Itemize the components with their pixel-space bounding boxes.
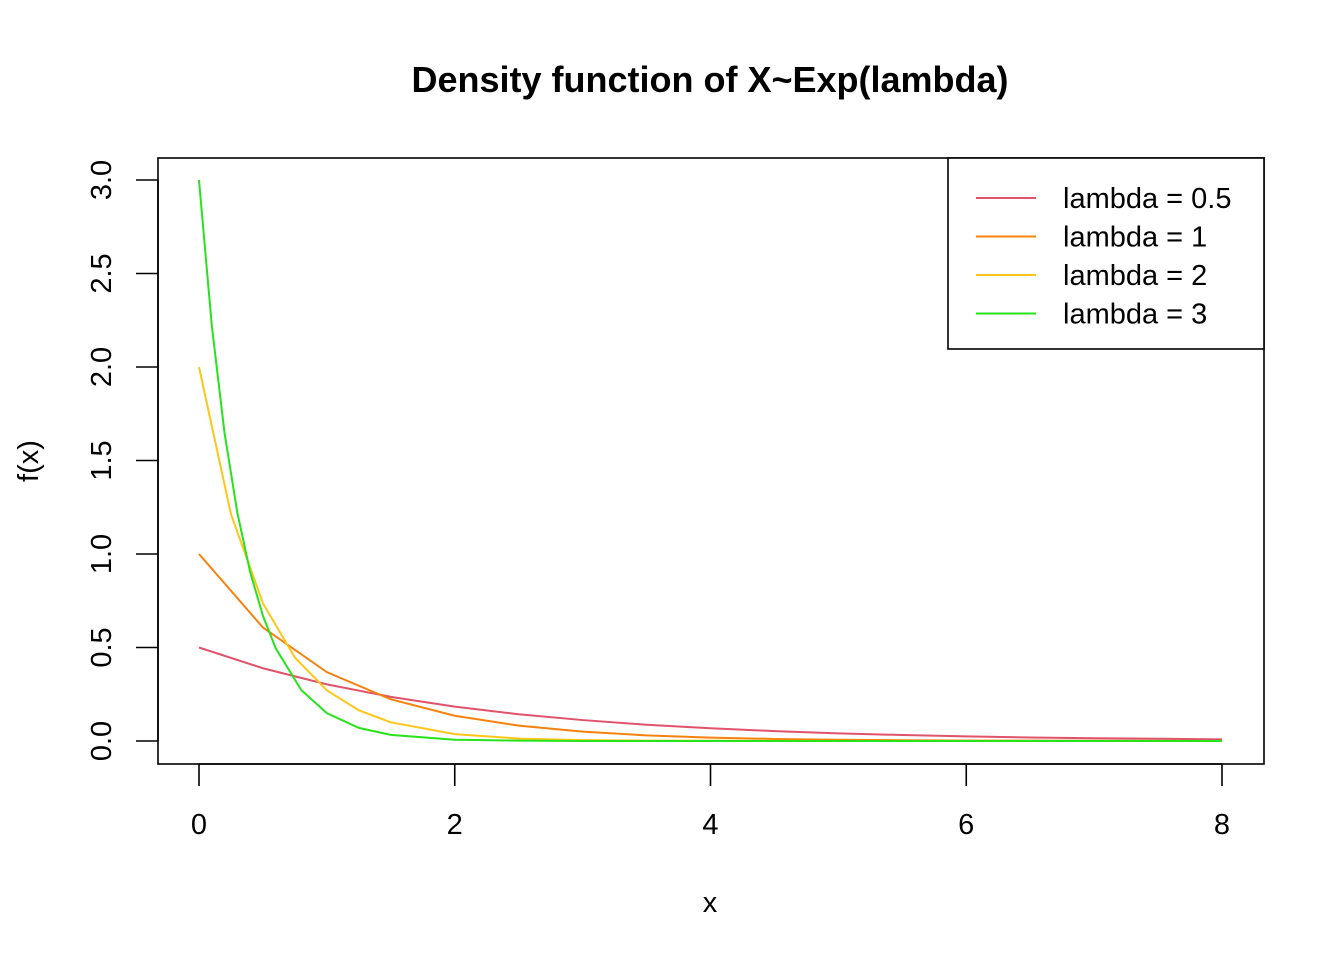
series-line-4: [198, 179, 1222, 742]
x-tick-label: 6: [958, 809, 974, 841]
y-tick-label: 3.0: [86, 160, 118, 200]
series-line-3: [198, 366, 1222, 742]
legend: lambda = 0.5 lambda = 1 lambda = 2 lambda =…: [947, 157, 1265, 350]
legend-box: [947, 157, 1265, 350]
legend-label-3: lambda = 2: [1063, 260, 1207, 292]
x-tick-label: 2: [447, 809, 463, 841]
chart-title: Density function of X~Exp(lambda): [411, 59, 1008, 100]
series-line-2: [198, 553, 1223, 742]
x-axis: 0 2 4 6 8: [191, 763, 1230, 841]
y-tick-label: 1.0: [86, 534, 118, 574]
y-tick-label: 0.0: [86, 721, 118, 761]
y-tick-label: 2.0: [86, 347, 118, 387]
legend-label-4: lambda = 3: [1063, 299, 1207, 331]
y-tick-label: 2.5: [86, 253, 118, 293]
x-tick-label: 0: [191, 809, 207, 841]
y-tick-label: 1.5: [86, 440, 118, 480]
x-tick-label: 8: [1214, 809, 1230, 841]
y-tick-label: 0.5: [86, 627, 118, 667]
series-line-1: [198, 646, 1223, 741]
x-tick-label: 4: [702, 809, 718, 841]
series-layer: [198, 179, 1223, 742]
legend-label-1: lambda = 0.5: [1063, 183, 1231, 215]
legend-items: lambda = 0.5 lambda = 1 lambda = 2 lambda =…: [976, 183, 1231, 331]
y-axis-label: f(x): [13, 440, 45, 482]
y-axis: 0.0 0.5 1.0 1.5 2.0 2.5 3.0: [86, 160, 159, 761]
x-axis-label: x: [703, 887, 718, 919]
legend-label-2: lambda = 1: [1063, 222, 1207, 254]
